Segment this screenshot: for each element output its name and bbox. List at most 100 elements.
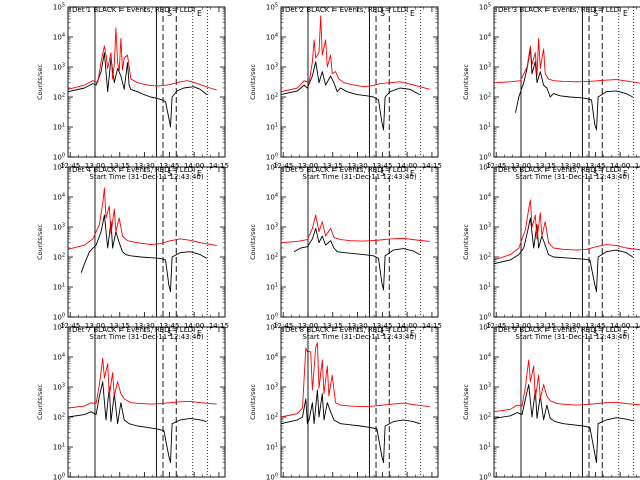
chart-title: Det 1 BLACK = Events, RED = LLD: [72, 6, 193, 14]
series-line-events: [493, 217, 634, 293]
x-axis-label: Start Time (31-Dec-11 12:43:40): [302, 173, 416, 181]
y-tick-label: 100: [266, 313, 278, 322]
x-tick-label: 13:00: [511, 322, 531, 330]
y-tick-label: 102: [479, 253, 491, 262]
x-tick-label: 12:45: [273, 162, 293, 170]
y-tick-label: 100: [266, 153, 278, 162]
x-tick-label: 14:15: [422, 322, 442, 330]
plot-frame: [493, 166, 640, 318]
series-line-lld: [280, 15, 430, 93]
marker-label: E: [623, 169, 628, 178]
x-tick-label: 14:15: [209, 322, 229, 330]
y-tick-label: 105: [479, 323, 491, 332]
x-tick-label: 14:15: [422, 162, 442, 170]
series-line-lld: [493, 359, 640, 413]
y-axis-label: Counts/sec: [36, 64, 44, 100]
y-axis-label: Counts/sec: [249, 64, 257, 100]
y-axis-label: Counts/sec: [462, 64, 470, 100]
x-tick-label: 13:15: [323, 322, 343, 330]
y-tick-label: 100: [479, 153, 491, 162]
y-tick-label: 103: [53, 63, 65, 72]
marker-label: E: [410, 169, 415, 178]
x-tick-label: 13:30: [560, 322, 580, 330]
y-tick-label: 103: [53, 383, 65, 392]
chart-title: Det 3 BLACK = Events, RED = LLD: [498, 6, 619, 14]
y-tick-label: 100: [479, 473, 491, 480]
x-tick-label: 13:30: [134, 162, 154, 170]
marker-label: E: [197, 169, 202, 178]
y-axis-label: Counts/sec: [462, 224, 470, 260]
y-tick-label: 100: [266, 473, 278, 480]
y-tick-label: 102: [53, 253, 65, 262]
y-tick-label: 105: [53, 163, 65, 172]
series-line-events: [67, 381, 207, 464]
x-tick-label: 13:45: [159, 162, 179, 170]
y-tick-label: 100: [53, 153, 65, 162]
y-tick-label: 103: [266, 63, 278, 72]
y-tick-label: 100: [479, 313, 491, 322]
x-axis-label: Start Time (31-Dec-11 12:43:40): [515, 173, 629, 181]
y-tick-label: 101: [53, 283, 65, 292]
x-tick-label: 13:00: [298, 322, 318, 330]
y-tick-label: 103: [479, 63, 491, 72]
x-tick-label: 13:45: [159, 322, 179, 330]
y-tick-label: 105: [53, 3, 65, 12]
chart-title: Det 2 BLACK = Events, RED = LLD: [285, 6, 406, 14]
y-tick-label: 102: [266, 413, 278, 422]
y-tick-label: 104: [266, 33, 278, 42]
y-tick-label: 102: [53, 93, 65, 102]
series-line-lld: [67, 27, 217, 91]
x-tick-label: 13:15: [536, 162, 556, 170]
x-tick-label: 13:00: [511, 162, 531, 170]
marker-label: S: [167, 329, 172, 338]
x-tick-label: 13:15: [323, 162, 343, 170]
series-line-lld: [493, 37, 640, 84]
plot-frame: [67, 6, 226, 158]
x-tick-label: 14:00: [397, 162, 417, 170]
y-tick-label: 104: [479, 193, 491, 202]
series-line-lld: [67, 187, 217, 250]
chart-title: Det 9 BLACK = Events, RED = LLD: [498, 326, 619, 334]
series-line-events: [80, 214, 208, 293]
y-tick-label: 102: [479, 413, 491, 422]
x-tick-label: 13:00: [85, 162, 105, 170]
x-tick-label: 12:45: [60, 162, 80, 170]
marker-label: E: [623, 329, 628, 338]
x-tick-label: 12:45: [486, 322, 506, 330]
marker-label: S: [593, 329, 598, 338]
x-tick-label: 13:30: [347, 322, 367, 330]
chart-panel-8: Det 8 BLACK = Events, RED = LLD Counts/se…: [249, 323, 439, 480]
marker-label: E: [197, 9, 202, 18]
marker-label: S: [380, 329, 385, 338]
x-tick-label: 14:15: [209, 162, 229, 170]
y-tick-label: 103: [479, 383, 491, 392]
series-line-lld: [67, 357, 217, 409]
y-axis-label: Counts/sec: [249, 224, 257, 260]
chart-title: Det 8 BLACK = Events, RED = LLD: [285, 326, 406, 334]
y-axis-label: Counts/sec: [36, 224, 44, 260]
chart-panel-4: Det 4 BLACK = Events, RED = LLD Counts/se…: [36, 163, 229, 342]
chart-panel-3: Det 3 BLACK = Events, RED = LLD Counts/se…: [462, 3, 640, 181]
marker-label: S: [593, 169, 598, 178]
chart-panel-5: Det 5 BLACK = Events, RED = LLD Counts/se…: [249, 163, 442, 342]
y-tick-label: 104: [479, 33, 491, 42]
plot-frame: [280, 166, 439, 318]
y-tick-label: 101: [479, 283, 491, 292]
series-line-lld: [280, 342, 430, 418]
x-tick-label: 13:30: [134, 322, 154, 330]
y-tick-label: 101: [53, 123, 65, 132]
y-tick-label: 105: [266, 3, 278, 12]
x-tick-label: 13:45: [372, 322, 392, 330]
chart-panel-2: Det 2 BLACK = Events, RED = LLD Counts/se…: [249, 3, 442, 182]
plot-frame: [280, 6, 439, 158]
y-tick-label: 103: [53, 223, 65, 232]
x-tick-label: 14:00: [397, 322, 417, 330]
y-axis-label: Counts/sec: [36, 384, 44, 420]
y-tick-label: 101: [479, 443, 491, 452]
x-tick-label: 12:45: [273, 322, 293, 330]
plot-frame: [280, 326, 439, 478]
plot-frame: [493, 326, 640, 478]
marker-label: E: [197, 329, 202, 338]
y-axis-label: Counts/sec: [462, 384, 470, 420]
